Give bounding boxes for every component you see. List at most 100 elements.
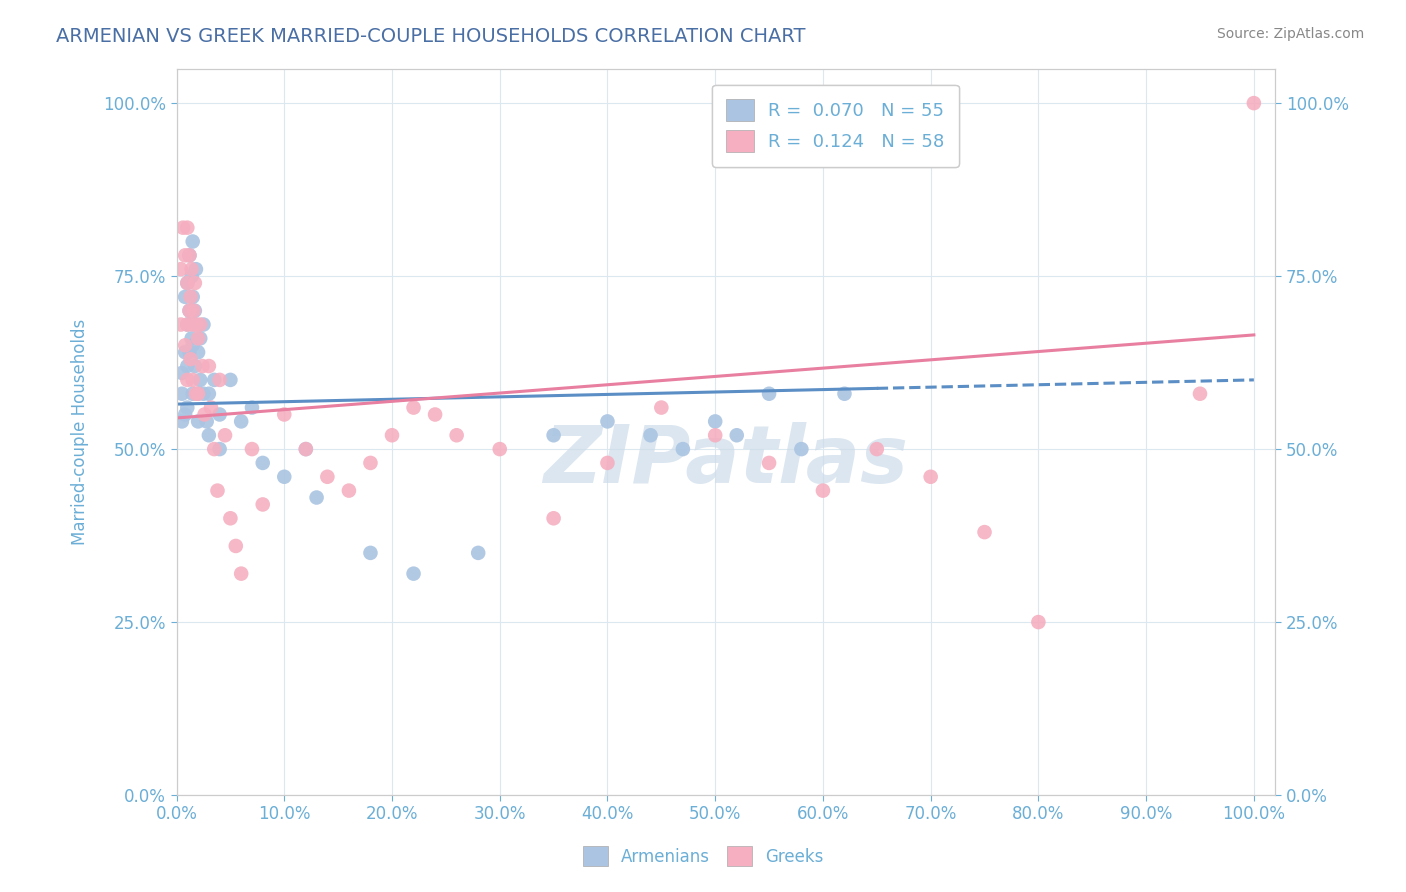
Point (811, 483, 834, 498)
Point (208, 442, 231, 456)
Point (337, 483, 360, 498)
Point (180, 262, 202, 277)
Point (170, 366, 193, 380)
Point (181, 386, 204, 401)
Point (467, 546, 489, 560)
Point (381, 428, 404, 442)
Point (170, 262, 193, 277)
Point (188, 373, 211, 387)
Point (181, 338, 204, 352)
Point (219, 373, 242, 387)
Point (402, 401, 425, 415)
Point (208, 373, 231, 387)
Point (672, 442, 695, 456)
Point (176, 276, 198, 290)
Point (195, 414, 218, 428)
Legend: R =  0.070   N = 55, R =  0.124   N = 58: R = 0.070 N = 55, R = 0.124 N = 58 (711, 85, 959, 167)
Point (183, 303, 205, 318)
Point (866, 442, 889, 456)
Point (1243, 96, 1265, 111)
Point (640, 428, 662, 442)
Point (704, 428, 727, 442)
Point (180, 290, 202, 304)
Point (180, 352, 202, 367)
Point (920, 469, 942, 483)
Point (295, 442, 318, 456)
Point (172, 220, 194, 235)
Point (170, 414, 193, 428)
Point (202, 442, 225, 456)
Point (176, 318, 198, 332)
Point (252, 456, 274, 470)
Point (758, 456, 780, 470)
Point (181, 290, 204, 304)
Point (184, 262, 207, 277)
Y-axis label: Married-couple Households: Married-couple Households (72, 318, 89, 545)
Point (184, 303, 207, 318)
Point (596, 456, 619, 470)
Point (176, 359, 198, 373)
Point (316, 469, 339, 483)
Point (184, 386, 207, 401)
Point (198, 359, 221, 373)
Point (174, 408, 197, 422)
Point (174, 345, 197, 359)
Point (295, 442, 318, 456)
Point (187, 386, 209, 401)
Point (252, 498, 274, 512)
Point (180, 269, 202, 284)
Point (181, 235, 204, 249)
Legend: Armenians, Greeks: Armenians, Greeks (574, 838, 832, 875)
Point (219, 511, 242, 525)
Point (725, 428, 748, 442)
Point (423, 408, 446, 422)
Point (176, 318, 198, 332)
Point (179, 303, 201, 318)
Point (187, 345, 209, 359)
Point (181, 318, 204, 332)
Point (758, 386, 780, 401)
Point (359, 456, 381, 470)
Point (488, 442, 510, 456)
Point (359, 546, 381, 560)
Point (181, 373, 204, 387)
Point (187, 414, 209, 428)
Point (543, 511, 565, 525)
Point (188, 331, 211, 345)
Point (214, 428, 236, 442)
Point (273, 408, 295, 422)
Point (543, 428, 565, 442)
Point (176, 401, 198, 415)
Point (202, 373, 225, 387)
Point (187, 386, 209, 401)
Point (704, 414, 727, 428)
Point (208, 408, 231, 422)
Point (179, 248, 201, 262)
Point (176, 373, 198, 387)
Point (174, 290, 197, 304)
Point (973, 525, 995, 540)
Point (187, 331, 209, 345)
Point (174, 338, 197, 352)
Text: ARMENIAN VS GREEK MARRIED-COUPLE HOUSEHOLDS CORRELATION CHART: ARMENIAN VS GREEK MARRIED-COUPLE HOUSEHO… (56, 27, 806, 45)
Point (273, 469, 295, 483)
Point (170, 318, 193, 332)
Point (193, 408, 215, 422)
Point (184, 318, 207, 332)
Point (240, 401, 263, 415)
Point (207, 483, 229, 498)
Point (790, 442, 813, 456)
Point (1028, 615, 1050, 629)
Point (191, 359, 214, 373)
Point (179, 248, 201, 262)
Text: Source: ZipAtlas.com: Source: ZipAtlas.com (1216, 27, 1364, 41)
Text: ZIPatlas: ZIPatlas (544, 422, 908, 500)
Point (179, 303, 201, 318)
Point (179, 345, 201, 359)
Point (225, 539, 247, 553)
Point (240, 442, 263, 456)
Point (184, 276, 207, 290)
Point (180, 331, 202, 345)
Point (231, 414, 253, 428)
Point (402, 566, 425, 581)
